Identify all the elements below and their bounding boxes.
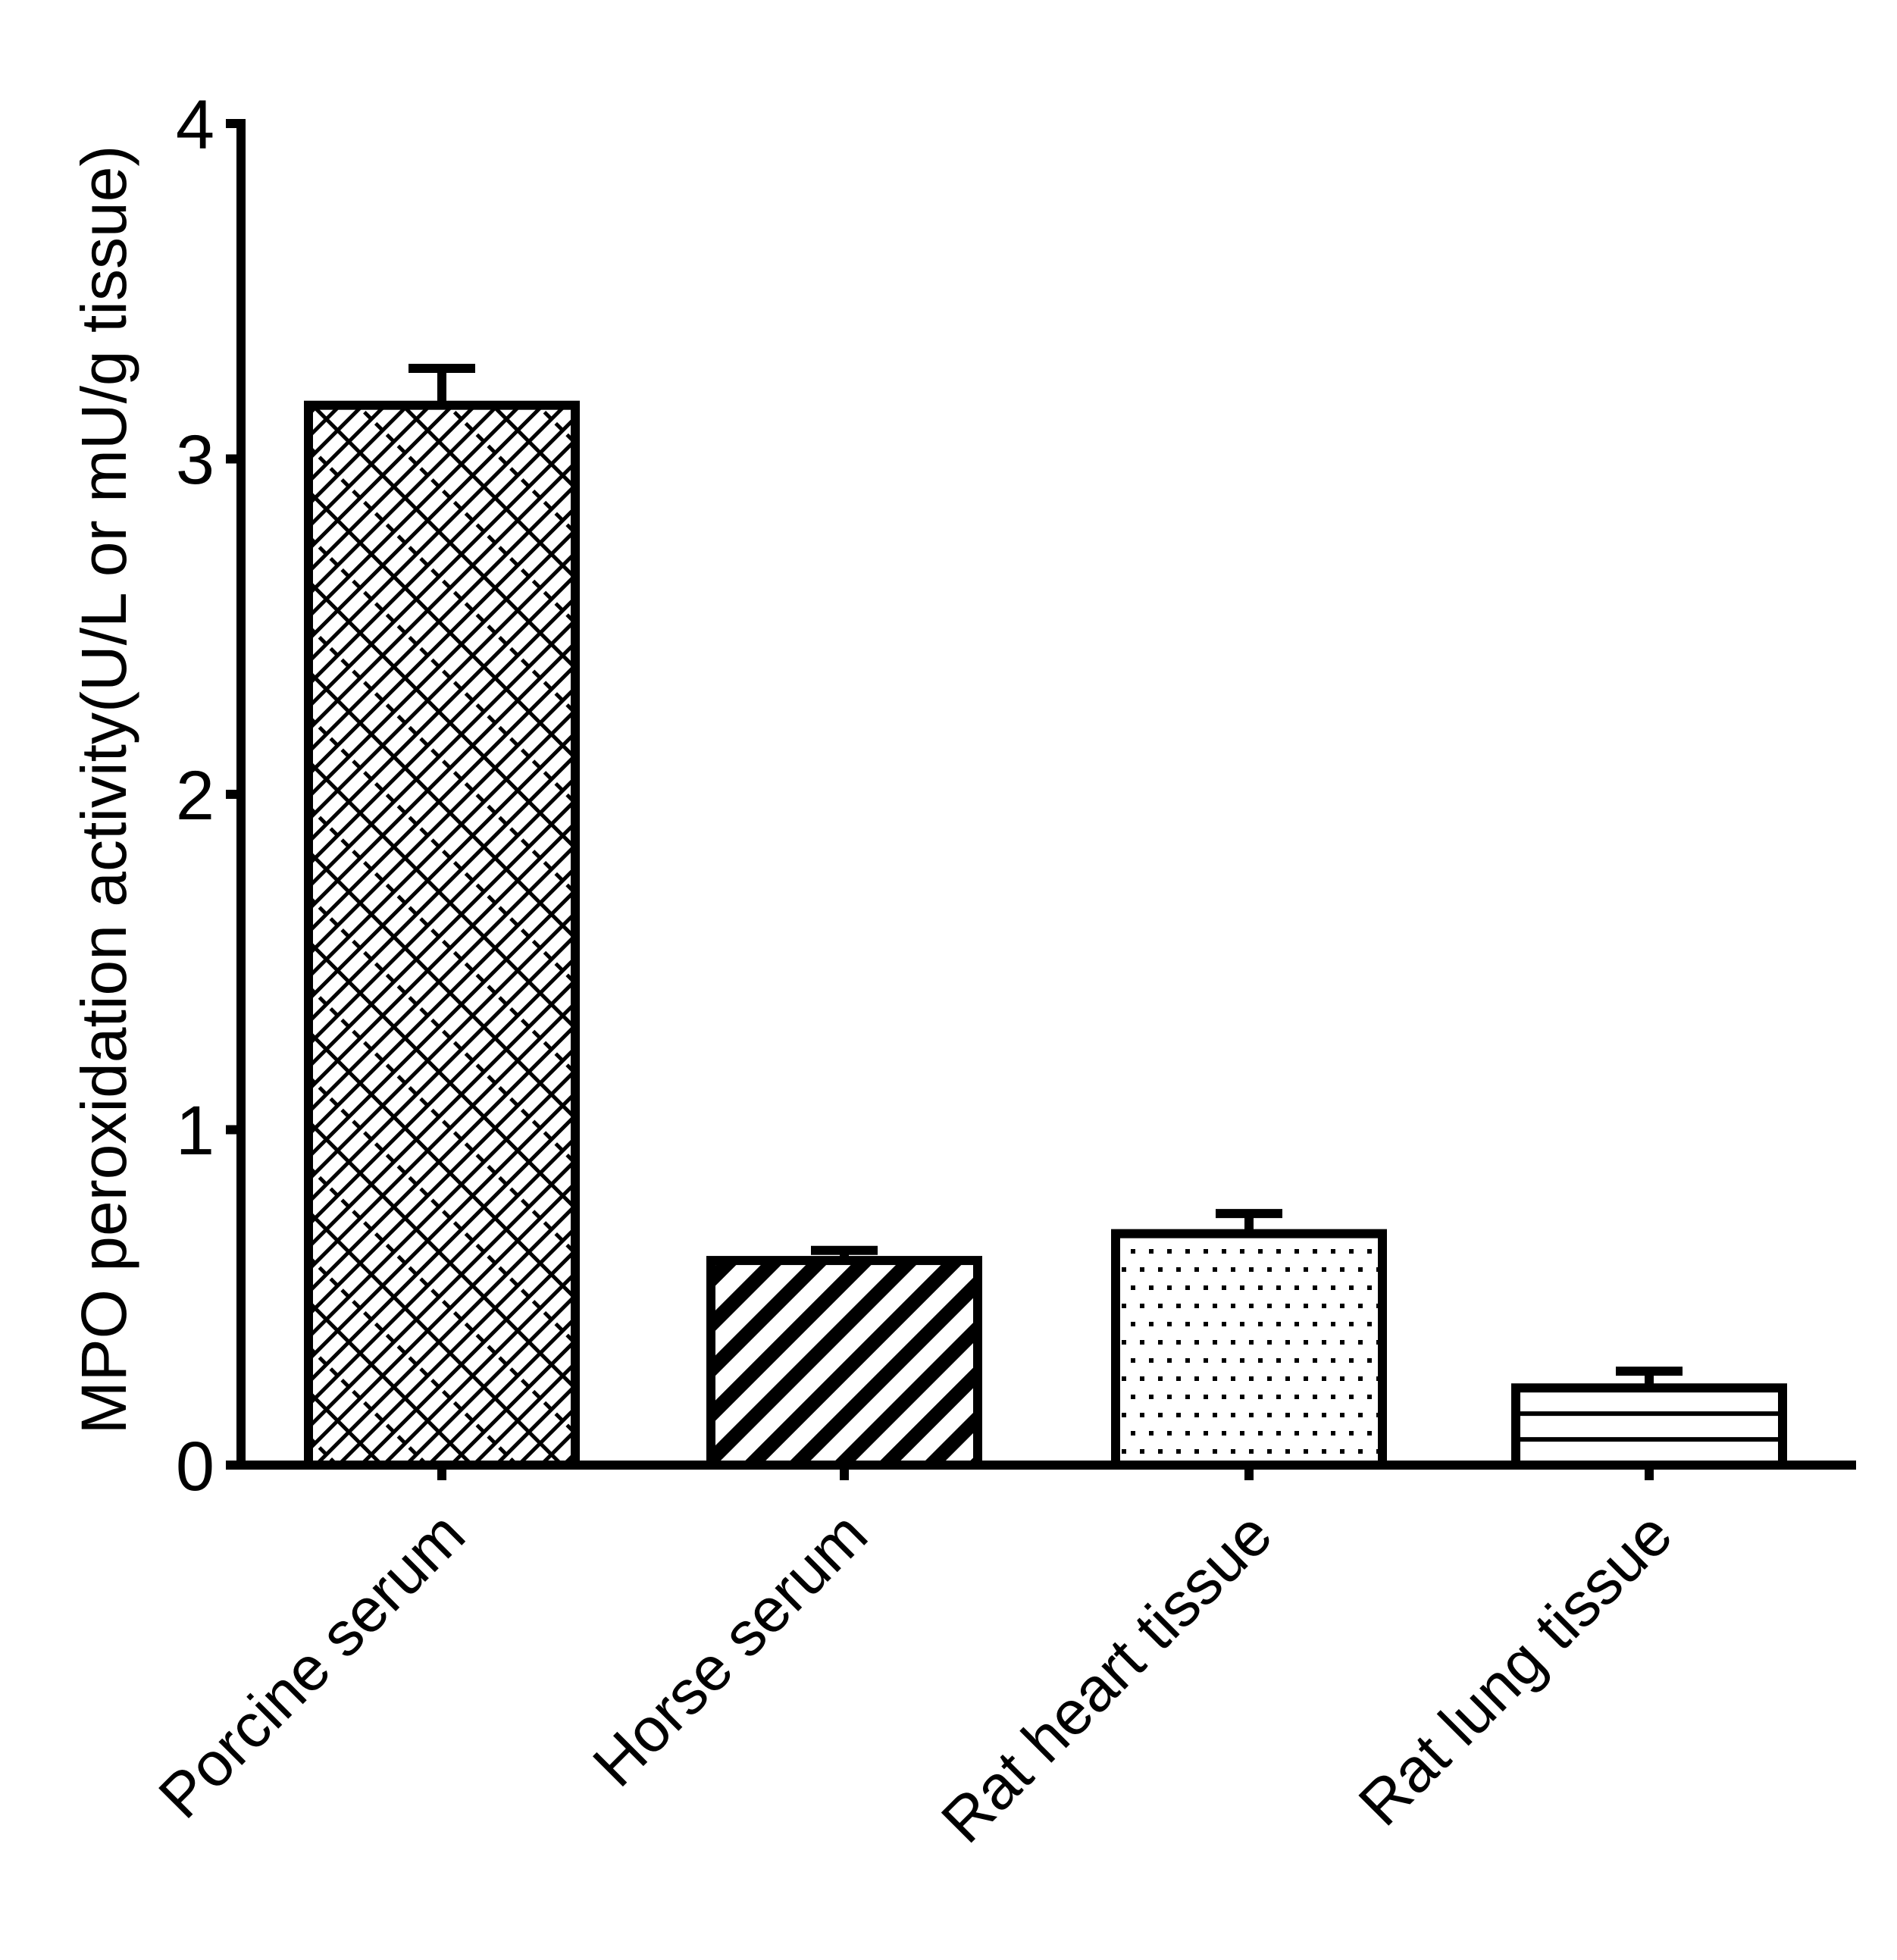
x-category-label-porcine-serum: Porcine serum [146, 1499, 478, 1831]
x-category-label-horse-serum: Horse serum [581, 1499, 881, 1799]
x-category-label-rat-heart-tissue: Rat heart tissue [928, 1499, 1285, 1855]
y-tick-label-3: 3 [176, 421, 214, 499]
y-tick-label-2: 2 [176, 757, 214, 834]
bar-horse-serum [706, 1245, 982, 1470]
bars-group [304, 364, 1787, 1470]
bar-rect [1111, 1229, 1387, 1470]
y-tick-label-0: 0 [176, 1428, 214, 1505]
x-category-label-rat-lung-tissue: Rat lung tissue [1346, 1499, 1686, 1839]
y-tick-label-1: 1 [176, 1092, 214, 1169]
bar-rect [706, 1256, 982, 1470]
x-ticks-group [437, 1465, 1654, 1480]
bar-porcine-serum [304, 364, 580, 1470]
y-axis-title: MPO peroxidation activity(U/L or mU/g ti… [68, 146, 139, 1435]
bar-rect [1511, 1383, 1787, 1470]
y-tick-label-4: 4 [176, 86, 214, 164]
bar-rect [304, 400, 580, 1470]
bar-rat-heart-tissue [1111, 1209, 1387, 1470]
bar-rat-lung-tissue [1511, 1367, 1787, 1470]
